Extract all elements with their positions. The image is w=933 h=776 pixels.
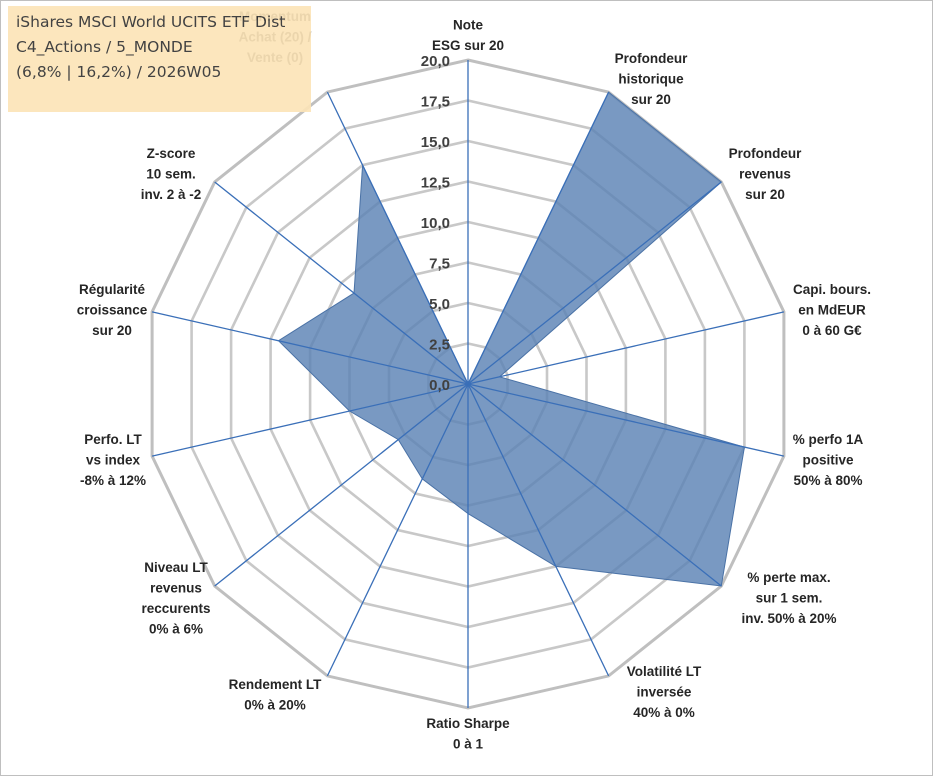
- axis-label: ESG sur 20: [432, 38, 504, 53]
- tick-label: 10,0: [421, 215, 450, 232]
- axis-spoke: [467, 91, 610, 385]
- tick-label: 2,5: [429, 337, 450, 354]
- chart-title-line-1: iShares MSCI World UCITS ETF Dist: [16, 13, 286, 31]
- axis-spoke: [151, 311, 469, 385]
- axis-label: Profondeur: [615, 51, 688, 66]
- axis-label: inv. 50% à 20%: [741, 611, 836, 626]
- axis-label: croissance: [77, 303, 148, 318]
- axis-label: inversée: [637, 685, 692, 700]
- axis-spoke: [467, 311, 785, 385]
- axis-label: historique: [618, 72, 684, 87]
- axis-label: sur 20: [92, 323, 132, 338]
- axis-label: Régularité: [79, 282, 146, 297]
- axis-label: Note: [453, 18, 483, 33]
- radar-spokes: [151, 60, 785, 708]
- axis-label: Ratio Sharpe: [426, 716, 510, 731]
- axis-spoke: [214, 383, 469, 587]
- axis-spoke: [467, 181, 722, 385]
- series-area: [277, 91, 745, 587]
- chart-title-line-3: (6,8% | 16,2%) / 2026W05: [16, 63, 222, 81]
- axis-label: Volatilité LT: [627, 664, 702, 679]
- axis-label: 0 à 60 G€: [802, 323, 862, 338]
- axis-label: reccurents: [141, 601, 210, 616]
- axis-spoke: [214, 181, 469, 385]
- axis-label: sur 1 sem.: [756, 591, 823, 606]
- axis-label: Perfo. LT: [84, 432, 142, 447]
- axis-label: % perfo 1A: [793, 432, 864, 447]
- tick-label: 17,5: [421, 94, 450, 111]
- tick-label: 20,0: [421, 53, 450, 70]
- axis-label: % perte max.: [747, 570, 830, 585]
- axis-label: revenus: [739, 167, 791, 182]
- axis-label: Capi. bours.: [793, 282, 871, 297]
- axis-spoke: [467, 383, 610, 677]
- axis-label: Rendement LT: [229, 677, 323, 692]
- tick-label: 7,5: [429, 256, 450, 273]
- axis-spoke: [326, 383, 469, 677]
- axis-label: vs index: [86, 453, 141, 468]
- chart-title-box: iShares MSCI World UCITS ETF Dist C4_Act…: [8, 6, 311, 112]
- axis-spoke: [467, 383, 785, 457]
- axis-spoke: [467, 383, 722, 587]
- axis-label: positive: [802, 453, 854, 468]
- axis-label: 10 sem.: [146, 167, 196, 182]
- axis-label: sur 20: [631, 92, 671, 107]
- tick-label: 12,5: [421, 175, 450, 192]
- axis-label: sur 20: [745, 187, 785, 202]
- axis-label: Niveau LT: [144, 560, 208, 575]
- axis-spoke: [326, 91, 469, 385]
- axis-label: Profondeur: [729, 146, 802, 161]
- tick-label: 15,0: [421, 134, 450, 151]
- axis-label: 50% à 80%: [793, 473, 862, 488]
- axis-label: inv. 2 à -2: [141, 187, 202, 202]
- axis-label: 0 à 1: [453, 737, 484, 752]
- tick-label: 5,0: [429, 296, 450, 313]
- axis-label: -8% à 12%: [80, 473, 146, 488]
- radial-tick-labels: 0,0 2,5 5,0 7,5 10,0 12,5 15,0 17,5 20,0: [421, 53, 450, 394]
- axis-label: 40% à 0%: [633, 705, 695, 720]
- tick-label: 0,0: [429, 377, 450, 394]
- radar-series-area: [277, 91, 745, 587]
- axis-label: 0% à 20%: [244, 698, 306, 713]
- chart-title-line-2: C4_Actions / 5_MONDE: [16, 38, 193, 56]
- axis-spoke: [151, 383, 469, 457]
- axis-label: 0% à 6%: [149, 622, 203, 637]
- axis-label: revenus: [150, 581, 202, 596]
- axis-label: en MdEUR: [798, 303, 866, 318]
- axis-label: Z-score: [147, 146, 196, 161]
